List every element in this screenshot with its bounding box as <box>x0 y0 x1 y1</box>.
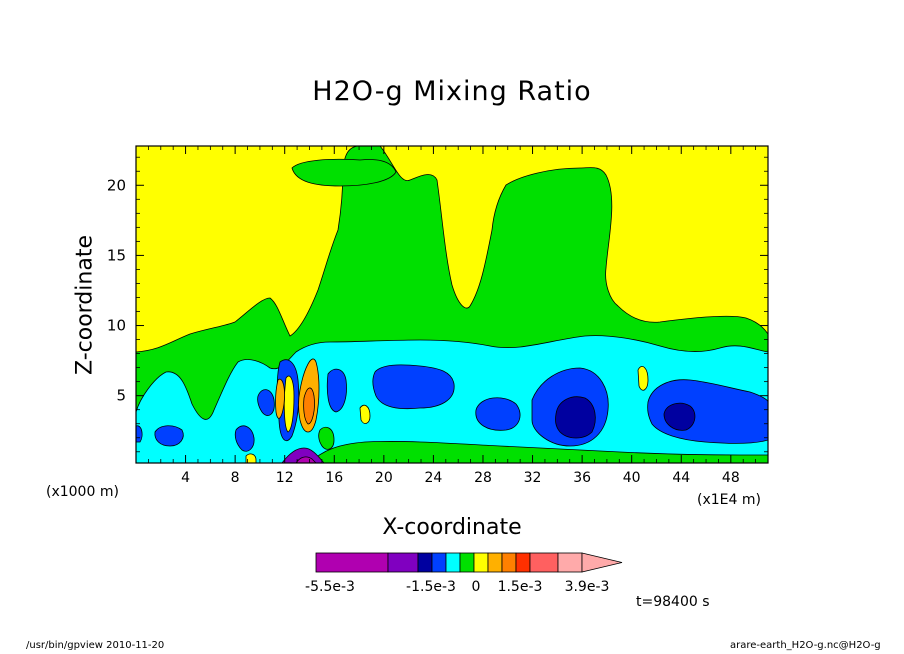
plot-frame <box>135 145 769 464</box>
x-tick-label: 16 <box>325 470 343 486</box>
colorbar-swatch <box>557 552 583 573</box>
footer-left: /usr/bin/gpview 2010-11-20 <box>26 640 165 651</box>
chart-title: H2O-g Mixing Ratio <box>312 76 592 107</box>
colorbar-swatch <box>445 552 461 573</box>
yellow-spot-1 <box>359 404 371 424</box>
core-field-7 <box>326 368 347 413</box>
plume-left-orange <box>275 378 285 419</box>
x-tick-label: 48 <box>722 470 740 486</box>
x-unit-label: (x1000 m) <box>46 484 119 500</box>
x-tick-label: 24 <box>424 470 442 486</box>
colorbar-swatch <box>529 552 559 573</box>
plume-dark-orange <box>303 387 315 425</box>
colorbar-swatch <box>473 552 489 573</box>
x-tick-label: 20 <box>375 470 393 486</box>
y-tick-label: 15 <box>107 246 126 264</box>
colorbar-label: -5.5e-3 <box>305 579 355 595</box>
colorbar-swatch <box>459 552 475 573</box>
x-tick-label: 36 <box>573 470 591 486</box>
x-tick-label: 32 <box>524 470 542 486</box>
surface-magenta <box>295 456 317 463</box>
plume-yellow <box>283 375 295 433</box>
y-tick-label: 20 <box>107 176 126 194</box>
y-tick-label: 5 <box>116 387 126 405</box>
x-axis-ticks: 4 8 12 16 20 24 28 32 36 40 44 48 <box>147 146 757 486</box>
contour-field <box>136 146 768 463</box>
colorbar-label: -1.5e-3 <box>406 579 456 595</box>
surface-purple <box>281 447 325 463</box>
core-field-5 <box>154 425 184 447</box>
colorbar-swatch <box>501 552 517 573</box>
deep-mid-region <box>309 441 768 463</box>
core-field-2 <box>475 397 521 431</box>
deep-core-4 <box>663 402 696 431</box>
colorbar: -5.5e-3 -1.5e-3 0 1.5e-3 3.9e-3 <box>305 552 623 595</box>
core-field-6 <box>257 389 275 416</box>
core-field-1 <box>372 364 455 410</box>
colorbar-swatch <box>431 552 447 573</box>
x-tick-label: 8 <box>231 470 240 486</box>
mid-field-patch <box>291 158 397 187</box>
yellow-spot-2 <box>637 366 649 391</box>
colorbar-swatch <box>515 552 531 573</box>
plume-small-green <box>318 426 335 450</box>
deep-core-3 <box>555 396 596 439</box>
x-tick-label: 44 <box>672 470 690 486</box>
x-tick-label: 12 <box>276 470 294 486</box>
colorbar-label: 3.9e-3 <box>565 579 610 595</box>
colorbar-label: 0 <box>472 579 481 595</box>
x-tick-label: 40 <box>623 470 641 486</box>
colorbar-swatch <box>487 552 503 573</box>
y-tick-label: 10 <box>107 317 126 335</box>
x-tick-label: 28 <box>474 470 492 486</box>
x-tick-label: 4 <box>181 470 190 486</box>
colorbar-label: 1.5e-3 <box>498 579 543 595</box>
colorbar-swatch <box>417 552 433 573</box>
footer-right: arare-earth_H2O-g.nc@H2O-g <box>730 640 881 651</box>
core-field-9 <box>234 425 255 452</box>
colorbar-swatch <box>315 552 389 573</box>
colorbar-arrow <box>581 552 623 573</box>
y-axis-ticks: 5 10 15 20 <box>107 156 768 453</box>
time-label: t=98400 s <box>636 594 710 610</box>
x-unit-label-right: (x1E4 m) <box>697 492 761 508</box>
core-field-8 <box>136 425 143 443</box>
colorbar-swatch <box>387 552 419 573</box>
x-axis-label: X-coordinate <box>382 515 522 540</box>
